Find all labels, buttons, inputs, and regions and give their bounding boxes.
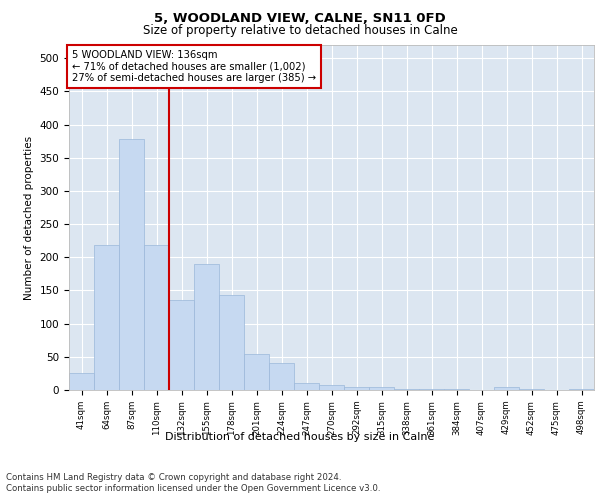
Bar <box>494 388 519 390</box>
Text: 5, WOODLAND VIEW, CALNE, SN11 0FD: 5, WOODLAND VIEW, CALNE, SN11 0FD <box>154 12 446 24</box>
Text: 5 WOODLAND VIEW: 136sqm
← 71% of detached houses are smaller (1,002)
27% of semi: 5 WOODLAND VIEW: 136sqm ← 71% of detache… <box>71 50 316 84</box>
Bar <box>94 246 119 390</box>
Bar <box>269 364 294 390</box>
Text: Size of property relative to detached houses in Calne: Size of property relative to detached ho… <box>143 24 457 37</box>
Bar <box>169 300 194 390</box>
Bar <box>319 386 344 390</box>
Bar <box>194 264 219 390</box>
Bar <box>569 388 594 390</box>
Bar <box>344 386 369 390</box>
Text: Contains public sector information licensed under the Open Government Licence v3: Contains public sector information licen… <box>6 484 380 493</box>
Bar <box>219 295 244 390</box>
Text: Contains HM Land Registry data © Crown copyright and database right 2024.: Contains HM Land Registry data © Crown c… <box>6 472 341 482</box>
Bar <box>144 246 169 390</box>
Bar <box>119 139 144 390</box>
Text: Distribution of detached houses by size in Calne: Distribution of detached houses by size … <box>166 432 434 442</box>
Bar <box>244 354 269 390</box>
Bar <box>369 388 394 390</box>
Bar <box>69 374 94 390</box>
Bar <box>294 382 319 390</box>
Y-axis label: Number of detached properties: Number of detached properties <box>24 136 34 300</box>
